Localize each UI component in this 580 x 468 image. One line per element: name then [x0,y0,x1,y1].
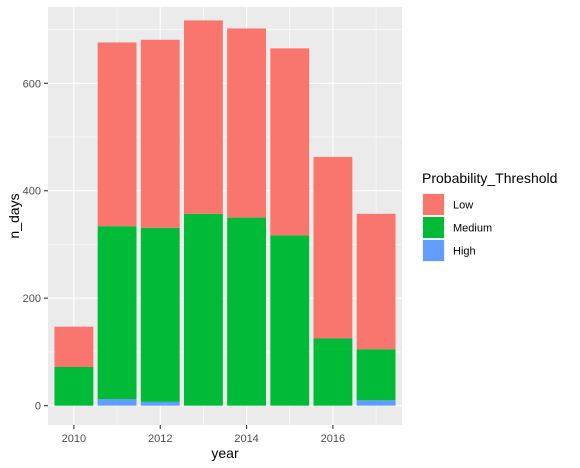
legend-title: Probability_Threshold [422,170,557,186]
y-tick-label: 400 [23,186,41,198]
legend: Probability_Threshold Low Medium High [422,170,557,262]
bar-low-2010 [54,326,94,367]
bar-high-2011 [97,399,137,406]
bar-low-2011 [97,42,137,227]
bar-medium-2014 [227,217,267,406]
bar-low-2015 [270,48,310,236]
bar-low-2012 [140,39,180,228]
bar-high-2012 [140,401,180,406]
legend-swatch-medium [423,217,444,238]
x-tick-label: 2016 [321,433,345,445]
bar-medium-2010 [54,366,94,406]
legend-label-high: High [453,246,476,258]
bar-low-2013 [183,20,223,214]
bar-low-2014 [227,28,267,218]
bar-medium-2015 [270,235,310,406]
bar-medium-2012 [140,227,180,402]
x-axis-title: year [211,445,239,461]
bar-medium-2013 [183,213,223,406]
y-axis-title: n_days [6,193,22,238]
bar-medium-2011 [97,226,137,400]
bar-low-2017 [356,213,396,350]
x-tick-label: 2010 [62,433,86,445]
legend-swatch-low [423,194,444,215]
bars [54,20,396,406]
y-tick-label: 0 [35,401,41,413]
y-axis: 0 200 400 600 [23,78,48,413]
legend-swatch-high [423,240,444,261]
x-axis: 2010 2012 2014 2016 [62,425,345,445]
y-tick-label: 600 [23,78,41,90]
bar-medium-2017 [356,349,396,401]
legend-label-medium: Medium [453,223,492,235]
bar-high-2017 [356,400,396,406]
y-tick-label: 200 [23,293,41,305]
x-tick-label: 2012 [148,433,172,445]
bar-low-2016 [313,156,353,339]
legend-label-low: Low [453,200,473,212]
x-tick-label: 2014 [234,433,258,445]
bar-medium-2016 [313,338,353,406]
